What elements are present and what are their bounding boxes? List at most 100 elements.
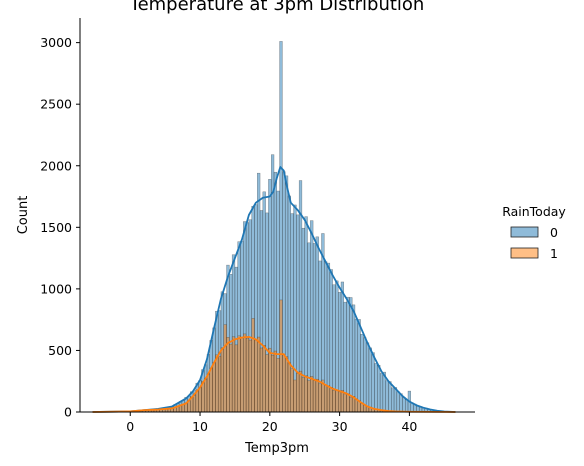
y-tick-label: 2500 <box>40 97 72 112</box>
x-tick-label: 40 <box>401 419 417 434</box>
hist-bar <box>296 373 300 413</box>
hist-bar <box>217 355 222 413</box>
kde-curves <box>92 166 456 413</box>
hist-bar <box>181 404 185 413</box>
hist-bar <box>268 347 272 413</box>
x-ticks: 0 10 20 30 40 <box>126 412 417 434</box>
hist-bar <box>338 391 342 413</box>
hist-bar <box>209 367 213 413</box>
hist-bar <box>377 365 381 413</box>
hist-bar <box>245 337 250 413</box>
hist-bar <box>340 390 345 413</box>
y-axis-label: Count <box>16 196 31 235</box>
hist-bar <box>374 363 378 413</box>
hist-bar <box>198 387 202 413</box>
hist-bar <box>192 395 197 413</box>
hist-bar <box>318 383 322 413</box>
hist-bar <box>371 352 375 413</box>
legend-label-0: 0 <box>550 225 558 240</box>
x-tick-label: 20 <box>262 419 278 434</box>
histogram-bars <box>95 41 453 413</box>
hist-bar <box>354 399 358 413</box>
hist-bar <box>223 324 227 413</box>
hist-bar <box>324 384 328 413</box>
hist-bar <box>343 393 347 413</box>
hist-bar <box>346 393 350 413</box>
legend-entry-1: 1 <box>510 246 558 261</box>
hist-bar <box>396 391 400 413</box>
hist-bar <box>229 343 233 413</box>
x-tick-label: 10 <box>192 419 208 434</box>
hist-bar <box>335 389 339 413</box>
legend-title: RainToday <box>502 204 566 219</box>
hist-bar <box>282 354 286 413</box>
hist-bar <box>405 399 409 413</box>
hist-bar <box>315 378 319 413</box>
x-tick-label: 30 <box>332 419 348 434</box>
hist-bar <box>220 347 224 413</box>
hist-bar <box>391 387 395 413</box>
chart-title: Temperature at 3pm Distribution <box>129 0 425 15</box>
legend-swatch-1 <box>510 247 539 259</box>
hist-bar <box>257 336 261 413</box>
hist-bar <box>360 334 364 413</box>
legend-entry-0: 0 <box>510 225 558 240</box>
hist-bar <box>388 381 392 413</box>
hist-bar <box>293 379 297 413</box>
hist-bar <box>287 362 291 413</box>
hist-bar <box>271 354 275 413</box>
hist-bar <box>206 374 210 413</box>
hist-bar <box>365 342 370 413</box>
hist-bar <box>248 339 252 413</box>
kde-line-0 <box>92 166 456 413</box>
hist-bar <box>273 350 278 413</box>
hist-bar <box>204 379 208 413</box>
x-tick-label: 0 <box>126 419 134 434</box>
hist-bar <box>254 339 258 413</box>
hist-bar <box>240 337 244 413</box>
kde-line-1 <box>92 335 456 413</box>
legend-swatch-0 <box>510 226 539 238</box>
hist-bar <box>262 345 266 413</box>
hist-bar <box>259 347 264 413</box>
hist-bar <box>360 403 364 413</box>
hist-bar <box>329 387 333 413</box>
hist-bar <box>243 333 247 413</box>
y-tick-label: 500 <box>48 343 72 358</box>
y-tick-label: 2000 <box>40 158 72 173</box>
hist-bar <box>290 368 294 413</box>
hist-bar <box>402 397 406 413</box>
hist-bar <box>237 335 241 413</box>
y-tick-label: 0 <box>64 405 72 420</box>
hist-bar <box>349 396 353 413</box>
hist-bar <box>215 354 219 413</box>
hist-bar <box>312 380 317 413</box>
y-tick-label: 1000 <box>40 281 72 296</box>
y-ticks: 0 500 1000 1500 2000 2500 3000 <box>40 35 80 420</box>
hist-bar <box>226 337 230 413</box>
hist-bar <box>379 373 384 413</box>
hist-bar <box>298 370 303 413</box>
legend-label-1: 1 <box>550 246 558 261</box>
hist-bar <box>368 347 372 413</box>
y-tick-label: 1500 <box>40 220 72 235</box>
hist-bar <box>310 376 314 413</box>
hist-bar <box>304 375 308 413</box>
hist-bar <box>307 380 311 413</box>
hist-bar <box>279 299 283 413</box>
hist-bar <box>276 358 280 413</box>
hist-bar <box>265 354 269 413</box>
legend: RainToday 0 1 <box>502 204 566 261</box>
hist-bar <box>301 377 305 413</box>
hist-bar <box>393 387 398 413</box>
hist-bar <box>234 344 238 413</box>
hist-bar <box>357 319 361 413</box>
hist-bar <box>363 337 367 413</box>
hist-bar <box>326 385 331 413</box>
hist-bar <box>212 362 216 413</box>
hist-bar <box>332 390 336 413</box>
y-tick-label: 3000 <box>40 35 72 50</box>
hist-bar <box>385 380 389 413</box>
hist-bar <box>251 318 255 413</box>
